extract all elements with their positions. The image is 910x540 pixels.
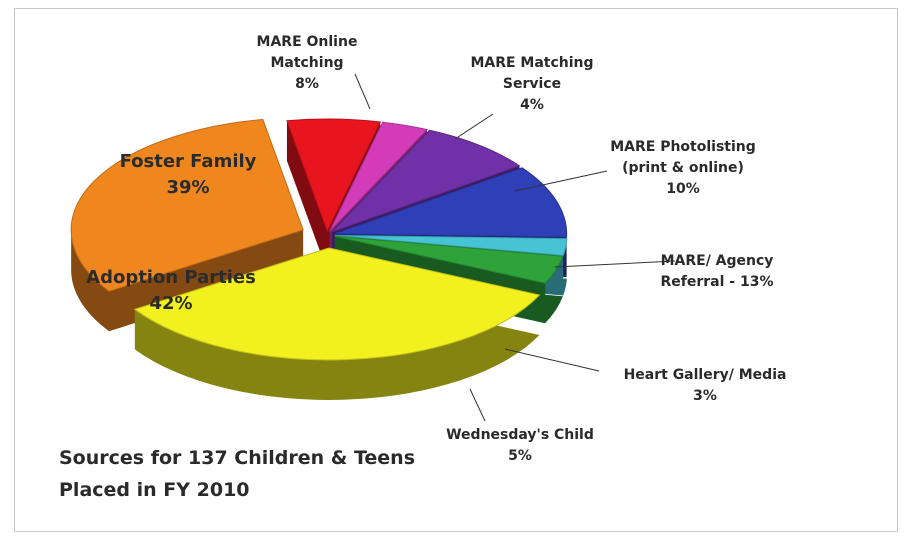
leader-line-0 xyxy=(354,73,371,110)
slice-label-1-line-2: 4% xyxy=(520,97,544,113)
slice-label-6-line-0: Adoption Parties xyxy=(86,267,256,288)
slice-label-2-line-1: (print & online) xyxy=(622,160,744,176)
chart-frame: MARE Online Matching 8% MARE Matching Servic… xyxy=(14,8,898,532)
slice-label-5-line-0: Wednesday's Child xyxy=(446,427,594,443)
slice-label-4-line-0: Heart Gallery/ Media xyxy=(624,367,787,383)
pie-slice-7 xyxy=(70,119,304,292)
slice-label-7-line-0: Foster Family xyxy=(120,151,257,172)
chart-title-line-2: Placed in FY 2010 xyxy=(59,479,250,501)
leader-line-3 xyxy=(554,260,676,268)
pie-slice-4 xyxy=(334,234,568,257)
pie-slice-0 xyxy=(286,118,382,233)
leader-line-5 xyxy=(469,388,486,422)
pie-slice-5 xyxy=(334,235,564,284)
slice-label-3-line-0: MARE/ Agency xyxy=(661,253,774,269)
pie-slice-6 xyxy=(133,247,541,361)
leader-line-2 xyxy=(514,170,608,192)
slice-label-0-line-1: Matching xyxy=(270,55,343,71)
slice-label-3-line-1: Referral - 13% xyxy=(661,274,774,290)
pie-slice-3 xyxy=(334,167,568,238)
slice-label-1-line-1: Service xyxy=(503,76,561,92)
pie-slice-1 xyxy=(329,121,429,232)
leader-line-1 xyxy=(454,113,494,140)
slice-label-2-line-2: 10% xyxy=(666,181,700,197)
pie-slice-2 xyxy=(331,129,521,233)
slice-label-2-line-0: MARE Photolisting xyxy=(610,139,756,155)
slice-label-7-line-1: 39% xyxy=(166,177,209,198)
pie-chart: MARE Online Matching 8% MARE Matching Servic… xyxy=(70,34,787,464)
leader-line-4 xyxy=(504,348,600,372)
chart-title-line-1: Sources for 137 Children & Teens xyxy=(59,447,416,469)
slice-label-6-line-1: 42% xyxy=(149,293,192,314)
slice-label-5-line-1: 5% xyxy=(508,448,532,464)
slice-label-4-line-1: 3% xyxy=(693,388,717,404)
slice-label-0-line-2: 8% xyxy=(295,76,319,92)
slice-label-1-line-0: MARE Matching xyxy=(470,55,593,71)
slice-label-0-line-0: MARE Online xyxy=(257,34,358,50)
